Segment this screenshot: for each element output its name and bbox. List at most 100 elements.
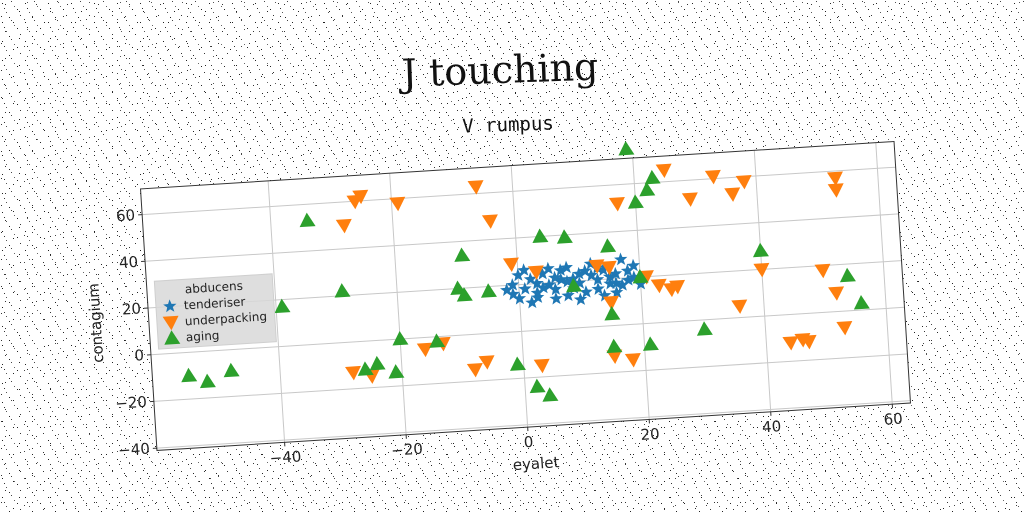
underpacking-point: [416, 342, 433, 358]
underpacking-point: [467, 180, 484, 195]
aging-point: [274, 298, 291, 314]
tenderiser-point: [609, 276, 623, 290]
legend-box: [153, 273, 277, 350]
aging-point: [696, 321, 713, 336]
y-gridline: [153, 353, 908, 402]
aging-point: [642, 336, 659, 351]
x-gridline: [389, 173, 407, 435]
legend-label: tenderiser: [183, 295, 245, 313]
aging-point: [388, 364, 405, 379]
tenderiser-point: [553, 263, 567, 277]
underpacking-point: [731, 299, 748, 314]
underpacking-point: [650, 278, 667, 294]
underpacking-point: [624, 353, 641, 368]
aging-point: [357, 361, 374, 376]
aging-point: [839, 267, 856, 283]
x-tick-label: 60: [883, 410, 903, 429]
aging-point: [454, 247, 471, 262]
aging-point: [369, 355, 386, 371]
underpacking-point: [533, 358, 550, 374]
aging-point: [299, 212, 316, 228]
x-tick-label: −40: [269, 447, 302, 467]
tenderiser-point: [626, 258, 640, 272]
aging-point: [429, 333, 446, 348]
ticks: −40 −20 0 20 40 60 −40 −20 0 20 40 60: [115, 206, 904, 467]
tenderiser-point: [559, 260, 573, 274]
tenderiser-point: [525, 295, 539, 309]
tenderiser-point: [535, 266, 549, 280]
tenderiser-point: [584, 268, 598, 282]
underpacking-point: [724, 187, 741, 202]
tenderiser-point: [505, 278, 520, 291]
tenderiser-point: [517, 263, 531, 277]
underpacking-point: [389, 196, 406, 212]
legend-label: aging: [185, 328, 219, 344]
aging-point: [456, 287, 473, 302]
tenderiser-point: [548, 282, 563, 296]
tenderiser-point: [549, 291, 563, 305]
aging-point: [223, 362, 240, 378]
underpacking-point: [836, 320, 853, 336]
tenderiser-point: [518, 281, 532, 295]
legend-marker-aging: [164, 330, 181, 345]
underpacking-point: [588, 259, 605, 274]
underpacking-point: [345, 365, 361, 381]
tenderiser-point: [610, 285, 624, 299]
series-underpacking: [335, 163, 853, 384]
x-gridline: [875, 142, 893, 405]
y-gridline: [145, 213, 899, 262]
figure-suptitle: J touching: [397, 45, 599, 96]
underpacking-point: [602, 295, 619, 311]
y-axis-label: contagium: [84, 283, 107, 364]
underpacking-point: [800, 334, 817, 350]
aging-point: [632, 269, 649, 284]
plot-area: [140, 141, 911, 451]
aging-point: [618, 141, 635, 156]
tenderiser-point: [590, 272, 605, 286]
legend-marker-underpacking: [162, 315, 179, 331]
tenderiser-point: [620, 263, 635, 277]
aging-point: [604, 305, 621, 321]
tenderiser-point: [500, 283, 514, 297]
underpacking-point: [606, 349, 623, 364]
underpacking-point: [466, 362, 483, 378]
tenderiser-point: [541, 261, 555, 275]
plot-frame: [139, 140, 912, 451]
tenderiser-point: [621, 273, 635, 287]
aging-point: [480, 283, 497, 298]
tenderiser-point: [596, 263, 610, 276]
y-tick-label: 0: [134, 346, 145, 365]
y-tick-label: 60: [116, 206, 136, 225]
underpacking-point: [600, 260, 617, 276]
aging-point: [644, 169, 661, 185]
tenderiser-point: [572, 276, 587, 290]
underpacking-point: [481, 214, 498, 229]
tenderiser-point: [615, 278, 629, 292]
aging-point: [627, 194, 644, 209]
x-axis-label: eyalet: [512, 453, 560, 474]
y-tick-label: 40: [118, 253, 138, 272]
axes: −40 −20 0 20 40 60 −40 −20 0 20 40 60 eyalet contag…: [84, 140, 912, 474]
tenderiser-point: [561, 288, 575, 302]
aging-point: [529, 378, 546, 394]
tenderiser-point: [511, 268, 525, 282]
aging-point: [556, 229, 573, 244]
legend-label: underpacking: [184, 309, 267, 328]
aging-point: [199, 373, 216, 389]
underpacking-point: [502, 257, 519, 273]
tenderiser-point: [633, 277, 648, 290]
underpacking-point: [681, 192, 698, 207]
aging-point: [181, 367, 198, 383]
legend-marker-tenderiser: [163, 299, 177, 313]
underpacking-point: [828, 286, 845, 301]
axes-title: V rumpus: [462, 112, 554, 137]
underpacking-point: [814, 263, 831, 279]
legend-title: abducens: [184, 279, 243, 297]
underpacking-point: [735, 174, 752, 190]
y-tick-label: −20: [115, 393, 148, 413]
underpacking-point: [655, 163, 672, 179]
underpacking-point: [352, 189, 369, 205]
y-gridline: [156, 400, 911, 449]
